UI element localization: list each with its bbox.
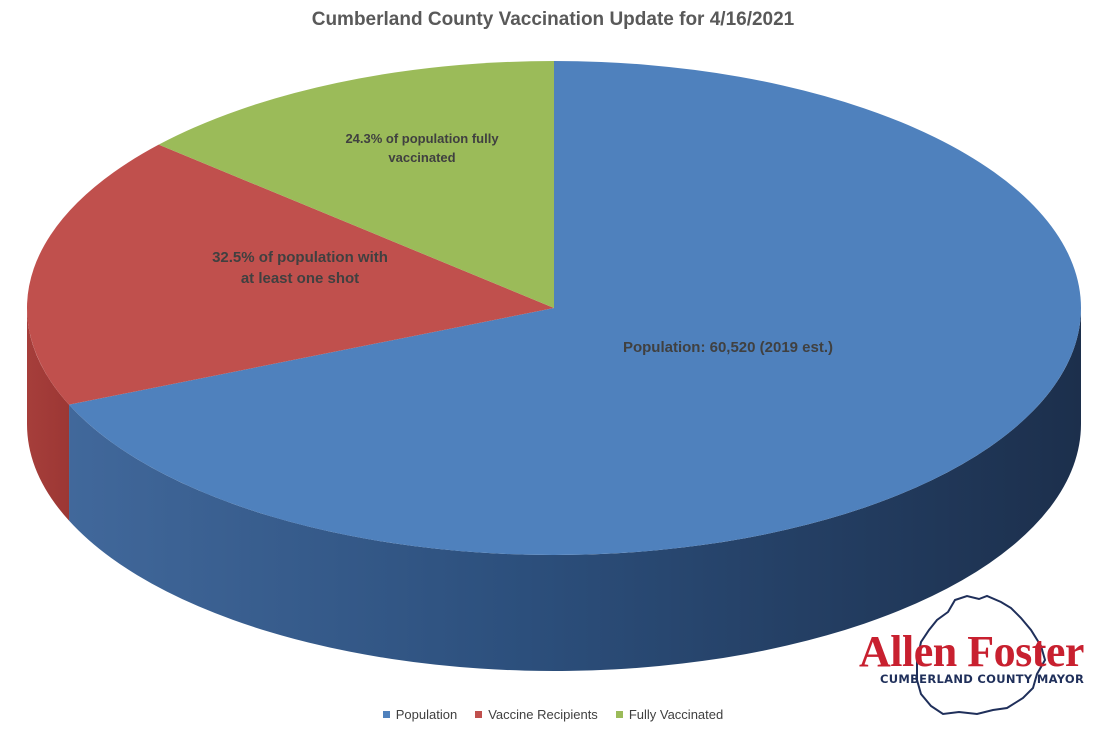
logo-name: Allen Foster (859, 627, 1084, 676)
legend-label: Vaccine Recipients (488, 707, 598, 722)
logo: Allen Foster CUMBERLAND COUNTY MAYOR (855, 590, 1100, 720)
legend-label: Fully Vaccinated (628, 707, 724, 722)
tennessee-outline-icon (916, 594, 1047, 716)
chart-title: Cumberland County Vaccination Update for… (311, 9, 795, 30)
legend-swatch (615, 711, 623, 718)
legend-swatch (475, 711, 483, 718)
pie-slice-vaccine-recipients (26, 144, 554, 405)
data-label-fully-vaccinated: 24.3% of population fully vaccinated (345, 131, 499, 165)
data-label-population: Population: 60,520 (2019 est.) (623, 339, 833, 356)
pie-slice-fully-vaccinated (158, 61, 554, 308)
pie-side-population (69, 308, 1081, 671)
pie-side-vaccine-recipients (27, 308, 70, 521)
data-label-vaccine-recipients: 32.5% of population with at least one sho… (212, 249, 388, 287)
legend-label: Population (395, 707, 458, 722)
legend: Population Vaccine Recipients Fully Vaccin… (0, 707, 1106, 722)
legend-item-fully-vaccinated: Fully Vaccinated (615, 707, 724, 722)
legend-item-population: Population (382, 707, 458, 722)
logo-subtitle: CUMBERLAND COUNTY MAYOR (880, 672, 1085, 686)
legend-swatch (382, 711, 390, 718)
legend-item-vaccine-recipients: Vaccine Recipients (475, 707, 598, 722)
pie-slice-population (69, 61, 1081, 556)
